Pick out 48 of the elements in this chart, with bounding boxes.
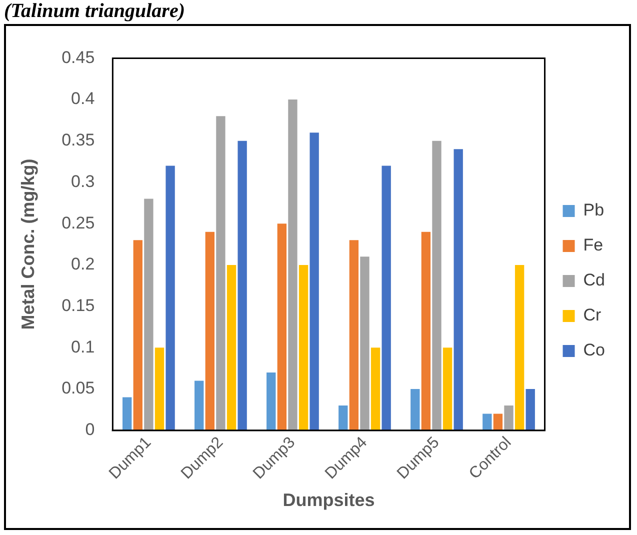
- legend-label: Co: [583, 340, 606, 360]
- legend-label: Pb: [583, 200, 604, 220]
- bar: [133, 240, 142, 430]
- legend-label: Cd: [583, 270, 606, 290]
- y-tick-label: 0.3: [71, 172, 95, 191]
- bar: [442, 348, 452, 430]
- y-tick-label: 0.25: [62, 213, 95, 232]
- y-tick-label: 0.15: [62, 296, 95, 315]
- bar: [454, 149, 463, 430]
- bar: [526, 389, 535, 430]
- bar: [205, 232, 214, 430]
- bar: [482, 414, 492, 430]
- y-tick-label: 0: [85, 420, 95, 440]
- bar: [349, 240, 359, 430]
- bar: [338, 406, 348, 430]
- bar: [370, 348, 380, 430]
- bar: [266, 372, 276, 430]
- bar: [310, 132, 319, 430]
- bar: [288, 100, 298, 430]
- bar: [194, 380, 204, 430]
- y-tick-label: 0.1: [71, 337, 95, 356]
- bar: [238, 140, 247, 430]
- legend-label: Fe: [583, 236, 604, 255]
- bar: [226, 264, 236, 430]
- chart-title: (Talinum triangulare): [4, 0, 185, 22]
- y-axis-title: Metal Conc. (mg/kg): [18, 158, 38, 330]
- y-tick-label: 0.35: [62, 130, 95, 150]
- bar: [493, 414, 503, 430]
- bar: [277, 224, 287, 430]
- bar: [514, 264, 524, 430]
- bar: [432, 140, 442, 430]
- x-axis-title: Dumpsites: [282, 490, 375, 510]
- y-tick-label: 0.4: [71, 89, 95, 108]
- bar: [122, 397, 132, 430]
- bar: [166, 166, 175, 430]
- bar: [382, 166, 391, 430]
- bar: [410, 389, 420, 430]
- y-tick-label: 0.2: [71, 254, 95, 274]
- bar: [154, 348, 164, 430]
- bar: [360, 256, 370, 430]
- y-tick-label: 0.05: [62, 378, 95, 398]
- bar: [504, 406, 514, 430]
- bar: [298, 264, 308, 430]
- bar: [144, 198, 154, 430]
- legend-label: Cr: [583, 306, 602, 325]
- bar: [421, 232, 431, 430]
- bar: [216, 116, 226, 430]
- y-tick-label: 0.45: [62, 48, 95, 67]
